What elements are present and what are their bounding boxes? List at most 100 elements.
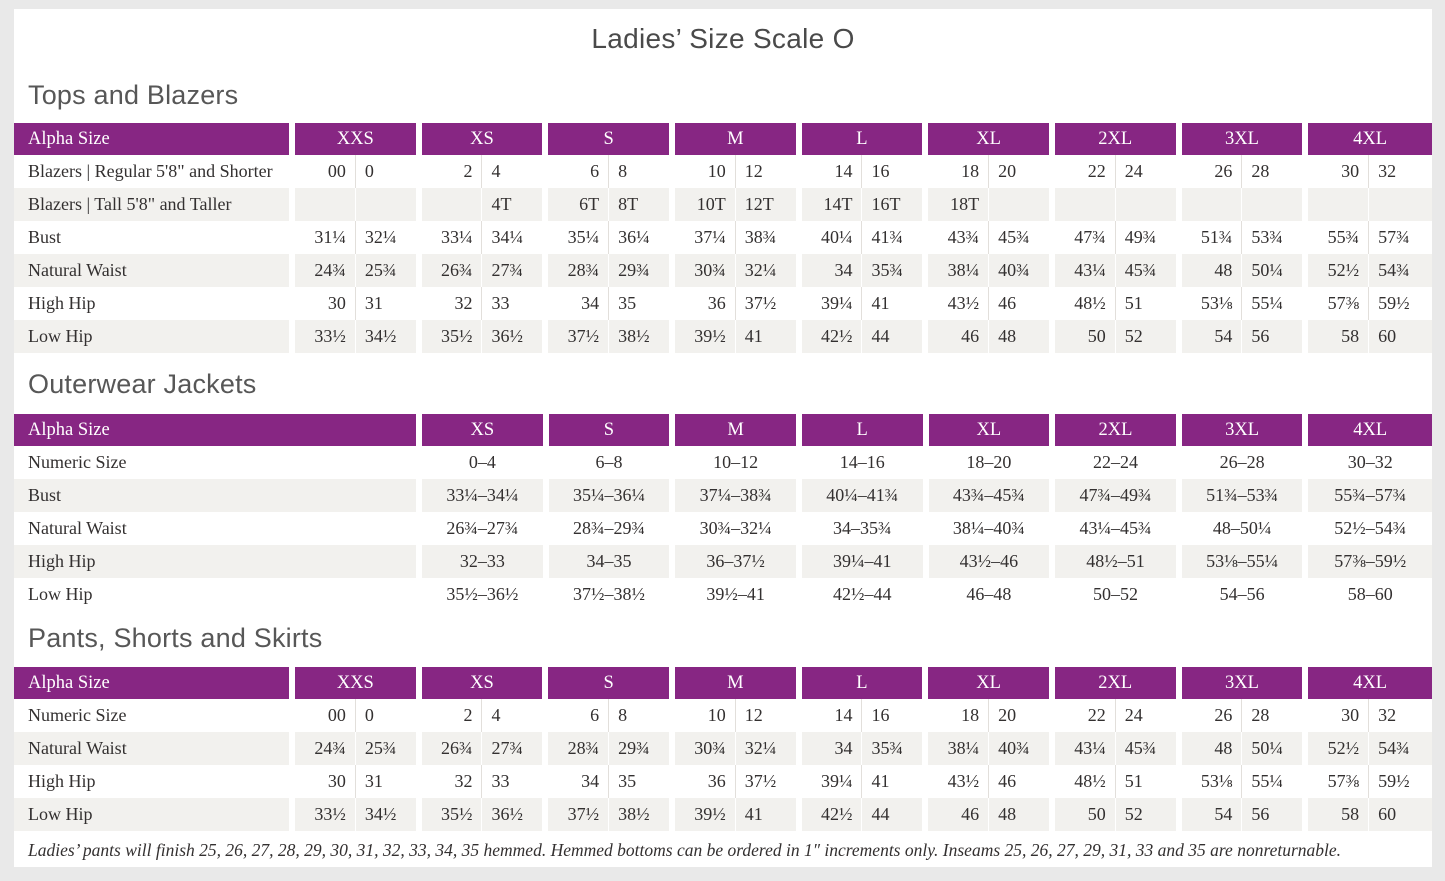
cell-value: 47¾–49¾: [1049, 479, 1179, 512]
row-label: High Hip: [28, 551, 96, 571]
cell-value: 32: [1368, 699, 1432, 732]
header-row: Alpha Size XXS XS S M L XL 2XL 3XL 4XL: [14, 123, 1432, 155]
cell-value: 55¼: [1241, 287, 1306, 320]
cell-value: 38¼–40¾: [922, 512, 1053, 545]
cell-value: 14–16: [795, 446, 926, 479]
cell-value: 16T: [861, 188, 926, 221]
cell-value: 35¾: [861, 732, 926, 765]
section-pants-shorts-and-skirts: Pants, Shorts and Skirts Alpha Size XXS XS S…: [14, 622, 1432, 831]
cell-value: 50¼: [1241, 254, 1306, 287]
size-column-header: L: [795, 667, 926, 699]
cell-value: 37¼: [668, 221, 736, 254]
cell-value: 22: [1048, 699, 1116, 732]
cell-value: 0: [354, 699, 419, 732]
size-column-header: L: [795, 123, 926, 155]
cell-value: 37½–38½: [542, 578, 673, 611]
cell-value: 59½: [1368, 765, 1432, 798]
cell-value: 18T: [922, 188, 989, 221]
table-row: Low Hip 35½–36½ 37½–38½ 39½–41 42½–44 46–48 50…: [14, 578, 1432, 611]
cell-value: 43¼: [1048, 732, 1116, 765]
size-table-tops-and-blazers: Alpha Size XXS XS S M L XL 2XL 3XL 4XL Blazers | R…: [14, 123, 1432, 353]
cell-value: 44: [861, 798, 926, 831]
cell-value: 4: [481, 699, 546, 732]
table-row: Natural Waist 24¾ 25¾ 26¾ 27¾ 28¾ 29¾ 30¾ 32¼ 34 3…: [14, 732, 1432, 765]
cell-value: 43½–46: [922, 545, 1053, 578]
cell-value: 14: [795, 699, 862, 732]
cell-value: 4T: [481, 188, 546, 221]
cell-value: 45¾: [1114, 254, 1179, 287]
cell-value: 39½: [668, 798, 736, 831]
size-column-header: M: [668, 123, 799, 155]
size-column-header: XS: [416, 414, 546, 446]
document-page: Ladies’ Size Scale O Tops and Blazers Alp…: [14, 9, 1432, 867]
row-label: Natural Waist: [28, 260, 127, 280]
pants-hemming-footnote: Ladies’ pants will finish 25, 26, 27, 28…: [28, 840, 1342, 860]
size-column-header: S: [542, 123, 672, 155]
cell-value: 00: [288, 155, 356, 188]
size-column-header: XS: [415, 123, 546, 155]
cell-value: 16: [861, 155, 926, 188]
cell-value: 45¾: [988, 221, 1052, 254]
cell-value: 50: [1048, 320, 1116, 353]
cell-value: 56: [1241, 320, 1306, 353]
cell-value: [354, 188, 419, 221]
cell-value: 18: [922, 699, 989, 732]
cell-value: 36–37½: [669, 545, 799, 578]
cell-value: 46: [988, 765, 1052, 798]
cell-value: [1175, 188, 1242, 221]
table-row: High Hip 32–33 34–35 36–37½ 39¼–41 43½–46 48½–…: [14, 545, 1432, 578]
cell-value: 37½: [542, 320, 609, 353]
cell-value: 53⅛: [1175, 287, 1242, 320]
cell-value: 33: [481, 765, 546, 798]
section-title: Outerwear Jackets: [28, 369, 257, 399]
cell-value: 38½: [608, 798, 672, 831]
cell-value: 33¼: [415, 221, 482, 254]
cell-value: 00: [288, 699, 356, 732]
size-column-header: 3XL: [1175, 414, 1306, 446]
cell-value: 38¼: [922, 732, 989, 765]
cell-value: 41: [734, 320, 799, 353]
table-row: Bust 31¼ 32¼ 33¼ 34¼ 35¼ 36¼ 37¼ 38¾ 40¼ 41¾ 43¾ 45¾…: [14, 221, 1432, 254]
cell-value: 52: [1114, 798, 1179, 831]
size-table-pants-shorts-and-skirts: Alpha Size XXS XS S M L XL 2XL 3XL 4XL Numeric Siz…: [14, 667, 1432, 831]
row-label: High Hip: [28, 293, 96, 313]
size-column-header: S: [542, 667, 672, 699]
cell-value: 39¼–41: [795, 545, 926, 578]
cell-value: 57⅜: [1302, 765, 1369, 798]
cell-value: 28: [1241, 155, 1306, 188]
cell-value: 38¼: [922, 254, 989, 287]
cell-value: 54: [1175, 320, 1242, 353]
cell-value: 49¾: [1114, 221, 1179, 254]
cell-value: 10T: [668, 188, 736, 221]
cell-value: 0–4: [416, 446, 546, 479]
cell-value: 46: [922, 798, 989, 831]
table-row: Low Hip 33½ 34½ 35½ 36½ 37½ 38½ 39½ 41 42½ 44 46 48 5…: [14, 798, 1432, 831]
cell-value: 48½–51: [1049, 545, 1179, 578]
cell-value: 27¾: [481, 732, 546, 765]
cell-value: 14T: [795, 188, 862, 221]
cell-value: 28¾: [542, 254, 609, 287]
cell-value: [988, 188, 1052, 221]
cell-value: 55¼: [1241, 765, 1306, 798]
cell-value: 42½: [795, 320, 862, 353]
cell-value: 12: [734, 699, 799, 732]
table-row: Numeric Size 00 0 2 4 6 8 10 12 14 16 18 20 22 24 26 28 3…: [14, 699, 1432, 732]
cell-value: 57¾: [1368, 221, 1432, 254]
cell-value: 6T: [542, 188, 609, 221]
cell-value: 43½: [922, 287, 989, 320]
cell-value: 37½: [734, 287, 799, 320]
cell-value: 8T: [608, 188, 672, 221]
size-column-header: XL: [922, 414, 1053, 446]
cell-value: 30¾–32¼: [669, 512, 799, 545]
cell-value: 6–8: [542, 446, 673, 479]
table-row: Blazers | Regular 5'8" and Shorter 00 0 2 4 6…: [14, 155, 1432, 188]
table-row: Natural Waist 26¾–27¾ 28¾–29¾ 30¾–32¼ 34–35¾…: [14, 512, 1432, 545]
cell-value: [288, 188, 356, 221]
cell-value: 2: [415, 699, 482, 732]
size-column-header: M: [668, 667, 799, 699]
cell-value: 33¼–34¼: [416, 479, 546, 512]
cell-value: 28: [1241, 699, 1306, 732]
cell-value: 8: [608, 155, 672, 188]
cell-value: 51: [1114, 765, 1179, 798]
size-chart-sections: Tops and Blazers Alpha Size XXS XS S M L XL 2XL 3…: [14, 79, 1432, 831]
